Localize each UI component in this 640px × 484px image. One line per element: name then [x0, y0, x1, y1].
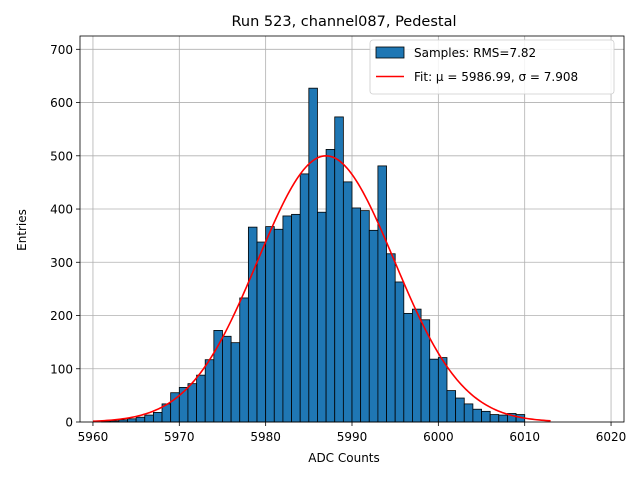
histogram-bar: [265, 226, 275, 423]
x-tick-label: 5990: [337, 430, 368, 444]
histogram-bar: [386, 253, 396, 423]
histogram-bar: [317, 211, 327, 423]
chart-title: Run 523, channel087, Pedestal: [231, 14, 456, 30]
y-tick-label: 700: [50, 43, 73, 57]
y-tick-label: 400: [50, 203, 73, 217]
y-tick-label: 600: [50, 96, 73, 110]
histogram-bar: [239, 297, 249, 423]
histogram-bar: [489, 414, 500, 423]
histogram-bar: [299, 173, 310, 423]
histogram-bar: [446, 390, 457, 423]
histogram-bar: [394, 281, 405, 423]
x-tick-label: 5970: [164, 430, 195, 444]
histogram-bar: [368, 229, 379, 423]
histogram-bar: [351, 207, 362, 423]
histogram-bar: [204, 359, 215, 423]
x-axis-label: ADC Counts: [308, 451, 380, 465]
histogram-bar: [455, 397, 465, 423]
histogram-bar: [437, 357, 448, 423]
histogram-bar: [152, 412, 163, 423]
histogram-bar: [403, 312, 413, 423]
histogram-bar: [282, 215, 292, 423]
histogram-bar: [429, 358, 439, 423]
histogram-bar: [247, 226, 258, 423]
x-tick-label: 5980: [250, 430, 281, 444]
y-tick-label: 100: [50, 362, 73, 376]
histogram-bar: [360, 210, 370, 423]
y-tick-label: 300: [50, 256, 73, 270]
histogram-bar: [342, 181, 353, 423]
histogram-bar: [291, 213, 301, 423]
histogram-bar: [230, 342, 241, 423]
histogram-bar: [187, 383, 197, 423]
x-tick-label: 6000: [423, 430, 454, 444]
legend-label-samples: Samples: RMS=7.82: [414, 46, 536, 60]
y-tick-label: 0: [65, 416, 73, 430]
histogram-bar: [127, 418, 137, 423]
histogram-bar: [308, 87, 318, 423]
histogram-bar: [256, 241, 267, 423]
histogram-bar: [472, 408, 482, 423]
x-tick-label: 6010: [509, 430, 540, 444]
histogram-bar: [222, 335, 232, 423]
histogram-bar: [463, 403, 474, 423]
histogram-bar: [481, 410, 491, 423]
y-axis-label: Entries: [15, 209, 29, 251]
legend-bars-swatch: [375, 46, 405, 59]
histogram-bar: [196, 374, 206, 423]
histogram-bar: [135, 416, 146, 423]
histogram-bar: [498, 414, 508, 423]
fit-curve: [92, 154, 551, 423]
legend-box: [369, 39, 615, 95]
histogram-bar: [325, 149, 336, 423]
y-tick-label: 200: [50, 309, 73, 323]
histogram-bar: [144, 414, 154, 423]
axis-ticks: 5960 5970 5980 5990 6000 6010 6020 0 100 200 300 40…: [50, 43, 626, 444]
legend-label-fit: Fit: μ = 5986.99, σ = 7.908: [414, 70, 578, 84]
x-tick-label: 6020: [596, 430, 627, 444]
x-tick-label: 5960: [78, 430, 109, 444]
histogram-bar: [377, 165, 387, 423]
histogram-bar: [412, 308, 422, 423]
histogram-bar: [273, 228, 284, 423]
y-tick-label: 500: [50, 149, 73, 163]
legend: Samples: RMS=7.82 Fit: μ = 5986.99, σ = …: [369, 39, 615, 95]
